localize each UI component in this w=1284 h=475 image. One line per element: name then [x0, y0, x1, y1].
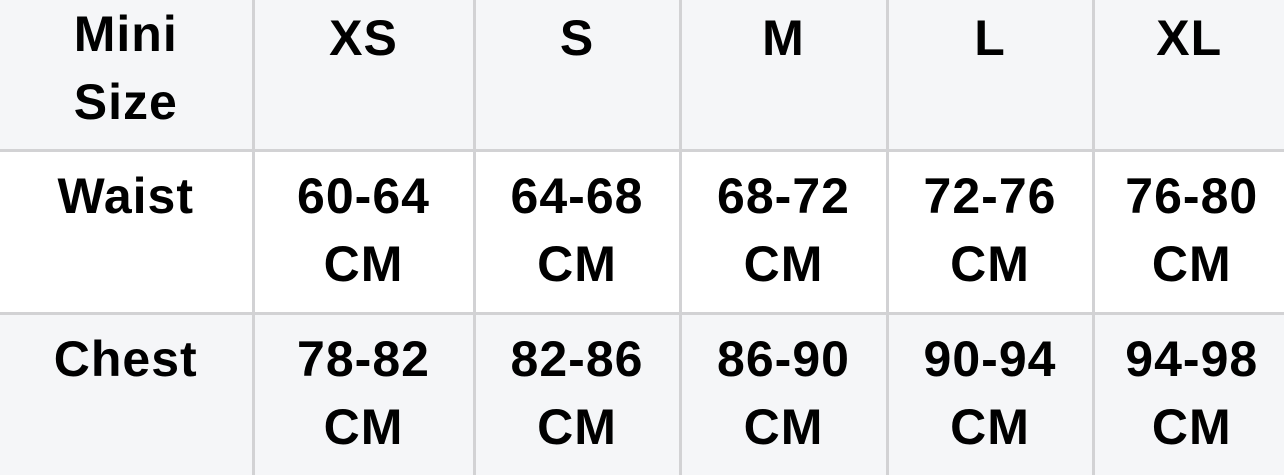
cell: 82-86 CM [474, 314, 680, 475]
header-cell-m: M [680, 0, 887, 151]
row-label: Chest [0, 314, 253, 475]
cell: 90-94 CM [887, 314, 1093, 475]
table-row-waist: Waist 60-64 CM 64-68 CM 68-72 CM 72-76 C… [0, 151, 1284, 314]
cell: 86-90 CM [680, 314, 887, 475]
header-cell-s: S [474, 0, 680, 151]
cell: 64-68 CM [474, 151, 680, 314]
header-cell-xs: XS [253, 0, 474, 151]
cell: 68-72 CM [680, 151, 887, 314]
cell: 60-64 CM [253, 151, 474, 314]
header-cell-size: Mini Size [0, 0, 253, 151]
cell: 76-80 CM [1093, 151, 1284, 314]
cell: 78-82 CM [253, 314, 474, 475]
cell: 72-76 CM [887, 151, 1093, 314]
cell: 94-98 CM [1093, 314, 1284, 475]
header-cell-xl: XL [1093, 0, 1284, 151]
row-label: Waist [0, 151, 253, 314]
header-label: Mini Size [74, 6, 178, 130]
header-row: Mini Size XS S M L XL [0, 0, 1284, 151]
table-row-chest: Chest 78-82 CM 82-86 CM 86-90 CM 90-94 C… [0, 314, 1284, 475]
header-cell-l: L [887, 0, 1093, 151]
